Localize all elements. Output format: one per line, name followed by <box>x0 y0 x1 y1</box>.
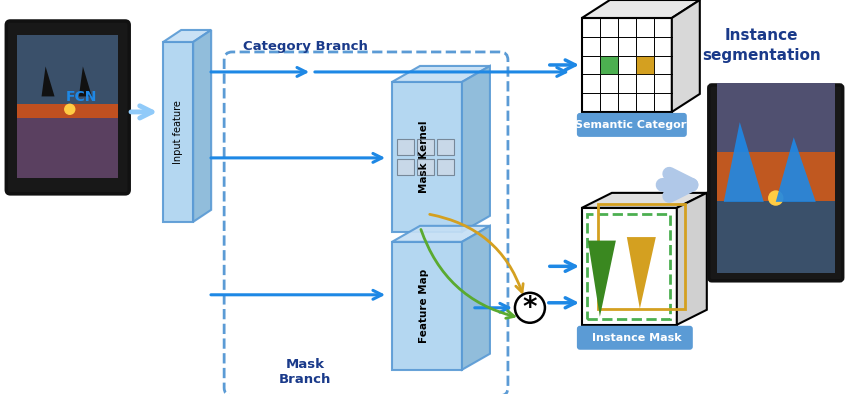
Polygon shape <box>462 226 490 370</box>
Text: Feature Map: Feature Map <box>418 269 428 343</box>
Bar <box>717 83 835 273</box>
Bar <box>417 159 434 175</box>
Text: *: * <box>523 294 537 322</box>
Text: Instance
segmentation: Instance segmentation <box>702 28 821 63</box>
FancyBboxPatch shape <box>577 326 693 350</box>
Text: Instance Mask: Instance Mask <box>592 333 682 343</box>
Bar <box>437 139 454 155</box>
Polygon shape <box>79 67 92 97</box>
Polygon shape <box>163 30 211 42</box>
Bar <box>586 214 670 319</box>
Text: FCN: FCN <box>65 90 97 104</box>
FancyBboxPatch shape <box>577 113 687 137</box>
Bar <box>17 86 118 104</box>
Bar <box>397 139 414 155</box>
Bar <box>17 35 118 104</box>
FancyArrowPatch shape <box>421 229 514 318</box>
Polygon shape <box>672 0 700 112</box>
Bar <box>717 201 835 273</box>
Polygon shape <box>163 42 193 222</box>
Polygon shape <box>42 67 54 97</box>
FancyBboxPatch shape <box>6 21 129 194</box>
Polygon shape <box>392 242 462 370</box>
Bar <box>437 159 454 175</box>
Bar <box>717 152 835 225</box>
Polygon shape <box>677 193 707 325</box>
Polygon shape <box>582 18 672 112</box>
Circle shape <box>65 104 75 114</box>
Circle shape <box>768 191 783 205</box>
Polygon shape <box>392 226 490 242</box>
Bar <box>17 75 118 118</box>
Polygon shape <box>626 237 656 309</box>
Polygon shape <box>582 193 707 208</box>
Text: Mask Kernel: Mask Kernel <box>418 121 428 193</box>
Bar <box>397 159 414 175</box>
Polygon shape <box>392 82 462 232</box>
Text: Input feature: Input feature <box>173 100 184 164</box>
Circle shape <box>515 293 545 323</box>
Polygon shape <box>582 208 677 325</box>
Text: Semantic Category: Semantic Category <box>575 120 693 130</box>
Polygon shape <box>724 122 764 202</box>
Polygon shape <box>193 30 211 222</box>
Polygon shape <box>462 66 490 232</box>
Bar <box>17 113 118 178</box>
Bar <box>598 204 685 309</box>
Bar <box>636 56 654 74</box>
Bar <box>417 139 434 155</box>
Text: Mask
Branch: Mask Branch <box>279 358 332 386</box>
FancyBboxPatch shape <box>709 85 842 281</box>
Text: Category Branch: Category Branch <box>242 40 367 53</box>
Polygon shape <box>776 137 816 202</box>
Polygon shape <box>582 0 700 18</box>
FancyArrowPatch shape <box>430 214 523 292</box>
Polygon shape <box>588 241 616 317</box>
Bar <box>600 56 618 74</box>
Polygon shape <box>392 66 490 82</box>
